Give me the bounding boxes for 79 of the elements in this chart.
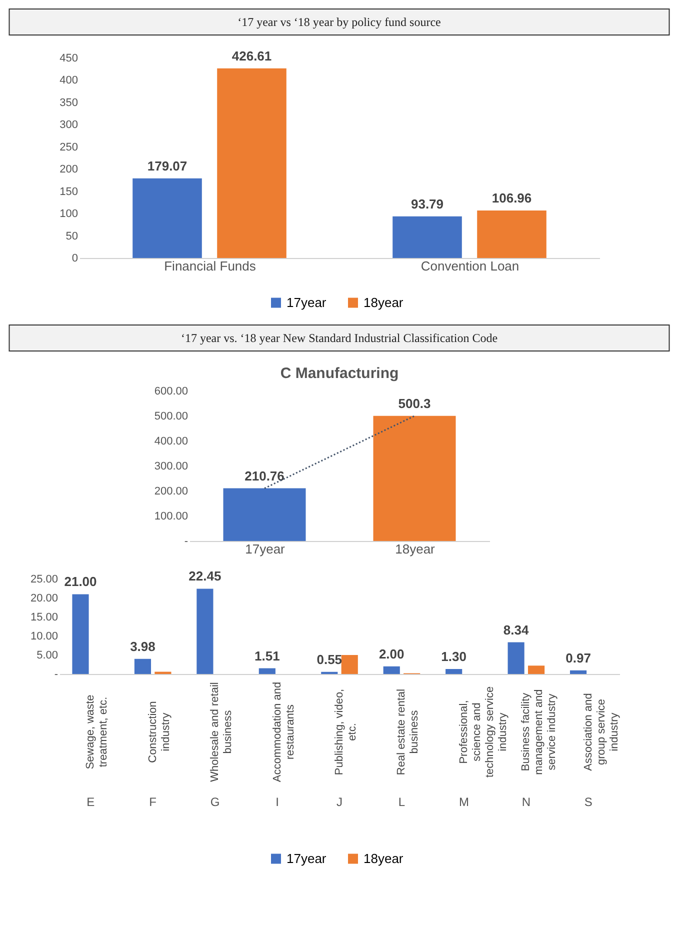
y-tick-label: 5.00 bbox=[36, 650, 58, 662]
legend-label: 18year bbox=[364, 850, 404, 866]
bar bbox=[477, 210, 546, 258]
text: F bbox=[149, 795, 157, 809]
y-tick-label: 500.00 bbox=[154, 410, 188, 422]
x-tick-label: Association and group service industry bbox=[582, 693, 620, 771]
data-label: 3.98 bbox=[130, 638, 156, 654]
chart-title: ‘17 year vs ‘18 year by policy fund source bbox=[238, 15, 441, 29]
data-label: 210.76 bbox=[244, 468, 284, 484]
bar bbox=[72, 594, 89, 674]
text: ‘17 year vs. ‘18 year New Standard Industrial Classification Code bbox=[180, 331, 498, 345]
bar bbox=[258, 668, 276, 674]
data-label: 8.34 bbox=[503, 622, 530, 638]
y-tick-label: 600.00 bbox=[154, 386, 188, 398]
text: E bbox=[86, 795, 95, 809]
bar bbox=[392, 216, 462, 258]
x-tick-label: Financial Funds bbox=[164, 258, 256, 274]
legend-label: 17year bbox=[286, 294, 327, 310]
data-label: 22.45 bbox=[188, 568, 222, 584]
bar bbox=[341, 655, 358, 674]
data-label: 1.30 bbox=[441, 649, 466, 664]
text: J bbox=[336, 795, 342, 809]
y-tick-label: 50 bbox=[66, 230, 78, 242]
data-label: 426.61 bbox=[232, 48, 272, 64]
legend-label: 17year bbox=[286, 850, 327, 866]
data-label: 1.51 bbox=[254, 648, 280, 664]
data-label: 93.79 bbox=[410, 196, 444, 212]
text: N bbox=[522, 795, 531, 809]
text: I bbox=[276, 795, 279, 809]
y-tick-label: 100 bbox=[60, 208, 78, 220]
text: S bbox=[584, 795, 592, 809]
y-tick-label: 150 bbox=[60, 186, 78, 198]
y-tick-label: 300 bbox=[60, 119, 78, 132]
data-label: 2.00 bbox=[378, 646, 404, 662]
x-tick-label: Wholesale and retail business bbox=[209, 682, 234, 782]
y-tick-label: 200 bbox=[60, 164, 78, 176]
x-tick-label: Sewage, waste treatment, etc. bbox=[84, 694, 110, 770]
x-tick-label: Real estate rental business bbox=[396, 688, 421, 776]
bar bbox=[528, 666, 545, 674]
bar bbox=[383, 666, 400, 674]
text: M bbox=[458, 795, 469, 809]
data-label: 0.97 bbox=[566, 650, 591, 666]
y-tick-label: 25.00 bbox=[30, 574, 58, 586]
y-tick-label: 100.00 bbox=[154, 510, 188, 522]
y-tick-label: - bbox=[54, 668, 58, 680]
text: G bbox=[210, 795, 220, 809]
x-tick-label: Publishing, video, etc. bbox=[334, 688, 358, 776]
y-tick-label: 200.00 bbox=[154, 486, 188, 498]
bar bbox=[570, 670, 587, 674]
data-label: 179.07 bbox=[147, 158, 188, 174]
x-tick-label: Professional, science and technology service industry bbox=[458, 686, 509, 778]
bar bbox=[508, 642, 524, 674]
x-tick-label: Convention Loan bbox=[420, 258, 520, 274]
y-tick-label: 20.00 bbox=[30, 592, 58, 604]
data-label: 500.3 bbox=[398, 396, 431, 411]
y-tick-label: 350 bbox=[60, 96, 78, 109]
bar bbox=[446, 669, 462, 674]
y-tick-label: 300.00 bbox=[154, 460, 188, 472]
y-tick-label: 450 bbox=[60, 52, 78, 64]
bar bbox=[132, 178, 202, 258]
y-tick-label: 400 bbox=[60, 74, 78, 87]
text: L bbox=[398, 795, 406, 809]
chart-title: C Manufacturing bbox=[280, 365, 399, 382]
y-tick-label: 10.00 bbox=[30, 630, 58, 642]
data-label: 21.00 bbox=[64, 574, 97, 590]
bar bbox=[134, 658, 152, 674]
x-tick-label: Construction industry bbox=[146, 701, 172, 763]
legend-label: 18year bbox=[364, 294, 404, 310]
data-label: 0.55 bbox=[316, 652, 342, 667]
x-tick-label: Business facility management and service industry bbox=[520, 689, 558, 775]
x-tick-label: Accommodation and restaurants bbox=[271, 682, 296, 782]
data-label: 106.96 bbox=[492, 190, 532, 206]
y-tick-label: - bbox=[184, 536, 188, 548]
bar bbox=[196, 588, 214, 674]
y-tick-label: 15.00 bbox=[30, 612, 58, 624]
bar bbox=[217, 68, 286, 258]
y-tick-label: 400.00 bbox=[154, 436, 188, 448]
y-tick-label: 250 bbox=[60, 141, 78, 154]
y-tick-label: 0 bbox=[72, 252, 78, 264]
